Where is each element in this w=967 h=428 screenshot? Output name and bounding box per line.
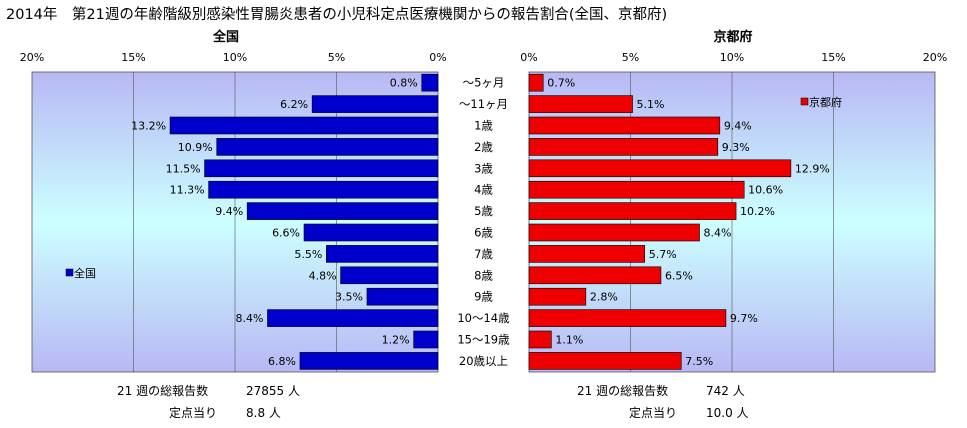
kyoto-panel-title: 京都府 xyxy=(713,29,752,45)
kyoto-legend-swatch xyxy=(800,97,809,106)
national-value-label: 11.5% xyxy=(166,162,201,175)
kyoto-value-label: 0.7% xyxy=(547,77,575,90)
national-value-label: 8.4% xyxy=(236,312,264,325)
kyoto-bar xyxy=(528,309,727,327)
national-legend-label: 全国 xyxy=(74,266,96,280)
kyoto-total-value: 742 人 xyxy=(706,384,745,398)
national-footer: 21 週の総報告数 27855 人 定点当り 8.8 人 xyxy=(117,383,300,420)
national-total-value: 27855 人 xyxy=(246,384,300,398)
national-value-label: 11.3% xyxy=(170,184,205,197)
kyoto-bar xyxy=(528,202,737,220)
national-bar xyxy=(326,245,439,263)
national-bar xyxy=(169,116,439,135)
national-legend-swatch xyxy=(65,268,74,277)
national-legend: 全国 xyxy=(65,266,96,280)
national-per-site-label: 定点当り xyxy=(169,405,217,420)
category-label: 2歳 xyxy=(474,140,493,154)
kyoto-value-label: 1.1% xyxy=(555,334,583,347)
page-title: 2014年 第21週の年齢階級別感染性胃腸炎患者の小児科定点医療機関からの報告割… xyxy=(6,5,667,23)
category-label: 8歳 xyxy=(474,268,493,282)
national-bar xyxy=(366,287,439,306)
national-bar xyxy=(413,330,439,349)
kyoto-tick-label: 15% xyxy=(821,51,845,64)
national-value-label: 6.2% xyxy=(280,98,308,111)
kyoto-per-site-value: 10.0 人 xyxy=(706,406,749,420)
category-label: 5歳 xyxy=(474,204,493,218)
category-label: ～11ヶ月 xyxy=(459,97,508,111)
kyoto-value-label: 12.9% xyxy=(795,162,830,175)
category-label: 20歳以上 xyxy=(459,354,508,368)
national-tick-label: 20% xyxy=(20,51,44,64)
category-label: 15～19歳 xyxy=(457,333,510,347)
national-panel-title: 全国 xyxy=(212,29,239,45)
category-label: 10～14歳 xyxy=(457,311,510,325)
national-bar xyxy=(299,352,439,370)
kyoto-bar xyxy=(528,223,700,242)
kyoto-bar xyxy=(528,245,646,263)
national-bar xyxy=(216,138,439,156)
kyoto-legend-label: 京都府 xyxy=(809,95,842,109)
category-label: 7歳 xyxy=(474,247,493,261)
national-tick-label: 0% xyxy=(429,51,446,64)
national-tick-label: 10% xyxy=(223,51,247,64)
kyoto-value-label: 10.6% xyxy=(748,184,783,197)
kyoto-bar xyxy=(528,330,552,349)
kyoto-total-label: 21 週の総報告数 xyxy=(577,383,668,398)
category-label: ～5ヶ月 xyxy=(463,76,505,90)
kyoto-tick-label: 0% xyxy=(520,51,537,64)
kyoto-bar xyxy=(528,266,662,285)
category-label: 4歳 xyxy=(474,183,493,197)
national-value-label: 1.2% xyxy=(382,334,410,347)
category-label: 3歳 xyxy=(474,161,493,175)
national-tick-label: 5% xyxy=(328,51,345,64)
national-bar xyxy=(303,223,439,242)
kyoto-bar xyxy=(528,287,587,306)
national-value-label: 5.5% xyxy=(294,248,322,261)
national-bar xyxy=(311,95,439,113)
kyoto-value-label: 5.1% xyxy=(637,98,665,111)
kyoto-value-label: 9.3% xyxy=(722,141,750,154)
kyoto-value-label: 8.4% xyxy=(704,227,732,240)
kyoto-bar xyxy=(528,95,633,113)
national-value-label: 9.4% xyxy=(215,205,243,218)
category-label: 6歳 xyxy=(474,226,493,240)
kyoto-per-site-label: 定点当り xyxy=(629,405,677,420)
kyoto-value-label: 9.4% xyxy=(724,120,752,133)
national-bar xyxy=(246,202,439,220)
national-bar xyxy=(340,266,439,285)
national-value-label: 6.6% xyxy=(272,227,300,240)
kyoto-bar xyxy=(528,116,721,135)
kyoto-tick-label: 5% xyxy=(622,51,639,64)
kyoto-bar xyxy=(528,352,682,370)
kyoto-tick-label: 10% xyxy=(720,51,744,64)
kyoto-bar xyxy=(528,138,719,156)
national-value-label: 0.8% xyxy=(390,77,418,90)
kyoto-value-label: 6.5% xyxy=(665,269,693,282)
kyoto-tick-label: 20% xyxy=(923,51,947,64)
national-tick-label: 15% xyxy=(121,51,145,64)
national-value-label: 6.8% xyxy=(268,355,296,368)
national-value-label: 10.9% xyxy=(178,141,213,154)
kyoto-bar xyxy=(528,159,792,178)
kyoto-value-label: 2.8% xyxy=(590,291,618,304)
kyoto-value-label: 7.5% xyxy=(685,355,713,368)
national-value-label: 3.5% xyxy=(335,291,363,304)
kyoto-value-label: 5.7% xyxy=(649,248,677,261)
kyoto-footer: 21 週の総報告数 742 人 定点当り 10.0 人 xyxy=(577,383,749,420)
national-value-label: 13.2% xyxy=(131,120,166,133)
national-bar xyxy=(267,309,439,327)
national-value-label: 4.8% xyxy=(309,269,337,282)
national-bar xyxy=(421,73,439,92)
category-label: 1歳 xyxy=(474,119,493,133)
kyoto-bar xyxy=(528,180,745,199)
kyoto-bar xyxy=(528,73,544,92)
category-label: 9歳 xyxy=(474,290,493,304)
national-bar xyxy=(204,159,439,178)
national-bar xyxy=(208,180,439,199)
kyoto-value-label: 10.2% xyxy=(740,205,775,218)
national-per-site-value: 8.8 人 xyxy=(246,406,281,420)
national-total-label: 21 週の総報告数 xyxy=(117,383,208,398)
kyoto-value-label: 9.7% xyxy=(730,312,758,325)
